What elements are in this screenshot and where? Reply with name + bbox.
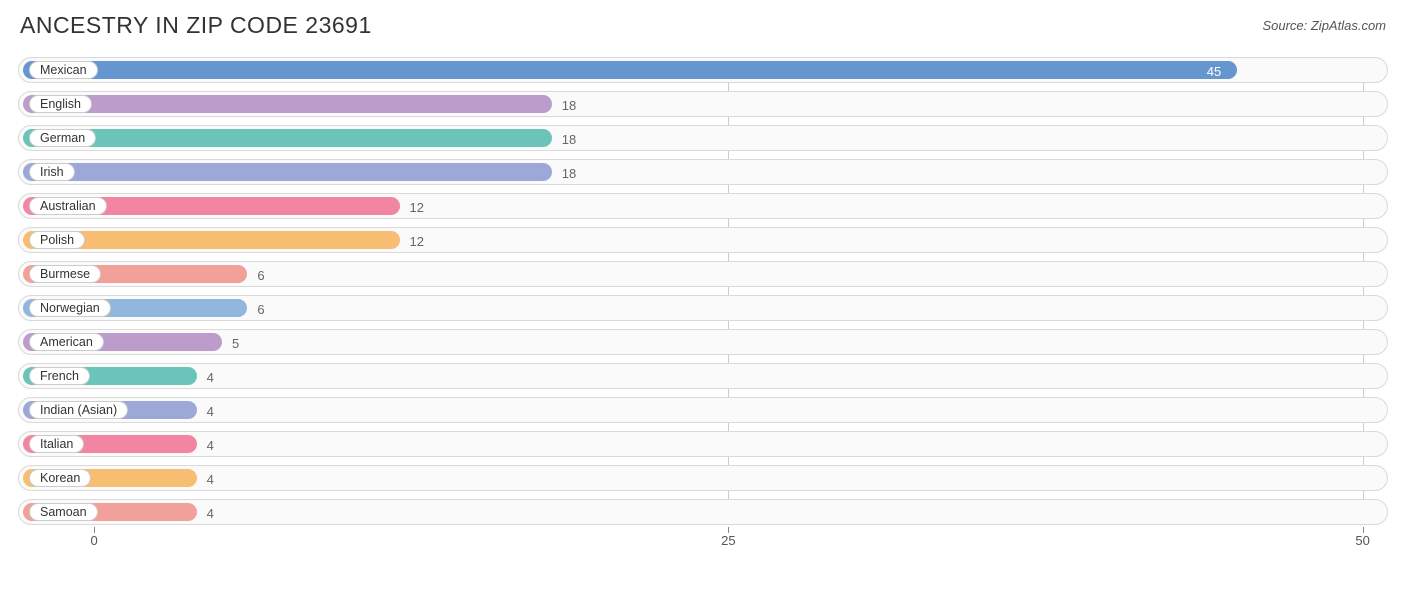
bar-value: 45	[1207, 58, 1221, 84]
bar-label: Australian	[29, 197, 107, 215]
bar-value: 12	[410, 228, 424, 254]
bar-row: German 18	[18, 125, 1388, 151]
bar-fill	[23, 61, 1237, 79]
bar-row: Italian 4	[18, 431, 1388, 457]
axis-tick-label: 0	[90, 533, 97, 548]
bars-container: Mexican45English18German18Irish18Austral…	[18, 57, 1388, 525]
bar-value: 18	[562, 92, 576, 118]
bar-row: Korean 4	[18, 465, 1388, 491]
bar-row: American 5	[18, 329, 1388, 355]
bar-value: 6	[257, 296, 264, 322]
bar-value: 12	[410, 194, 424, 220]
bar-label: French	[29, 367, 90, 385]
bar-label: Mexican	[29, 61, 98, 79]
bar-label: Polish	[29, 231, 85, 249]
axis-tick-label: 25	[721, 533, 735, 548]
bar-label: Samoan	[29, 503, 98, 521]
chart-header: ANCESTRY IN ZIP CODE 23691 Source: ZipAt…	[0, 0, 1406, 47]
bar-row: Burmese 6	[18, 261, 1388, 287]
bar-label: Burmese	[29, 265, 101, 283]
bar-value: 4	[207, 500, 214, 526]
bar-row: Polish 12	[18, 227, 1388, 253]
bar-row: French 4	[18, 363, 1388, 389]
bar-label: Irish	[29, 163, 75, 181]
chart-title: ANCESTRY IN ZIP CODE 23691	[20, 12, 372, 39]
bar-value: 5	[232, 330, 239, 356]
bar-row: English 18	[18, 91, 1388, 117]
bar-label: Indian (Asian)	[29, 401, 128, 419]
bar-value: 6	[257, 262, 264, 288]
x-axis: 0 25 50	[18, 527, 1388, 555]
bar-value: 18	[562, 160, 576, 186]
bar-value: 4	[207, 398, 214, 424]
bar-label: Norwegian	[29, 299, 111, 317]
bar-label: American	[29, 333, 104, 351]
bar-label: English	[29, 95, 92, 113]
bar-label: Korean	[29, 469, 91, 487]
bar-fill	[23, 163, 552, 181]
bar-row: Indian (Asian) 4	[18, 397, 1388, 423]
bar-value: 18	[562, 126, 576, 152]
bar-row: Australian 12	[18, 193, 1388, 219]
bar-label: German	[29, 129, 96, 147]
bar-row: Irish 18	[18, 159, 1388, 185]
bar-value: 4	[207, 364, 214, 390]
bar-value: 4	[207, 466, 214, 492]
bar-row: Mexican 45	[18, 57, 1388, 83]
chart-area: Mexican45English18German18Irish18Austral…	[0, 47, 1406, 555]
bar-value: 4	[207, 432, 214, 458]
axis-tick-label: 50	[1355, 533, 1369, 548]
bar-fill	[23, 129, 552, 147]
chart-source: Source: ZipAtlas.com	[1262, 18, 1386, 33]
bar-label: Italian	[29, 435, 84, 453]
bar-row: Norwegian 6	[18, 295, 1388, 321]
bar-fill	[23, 95, 552, 113]
bar-row: Samoan 4	[18, 499, 1388, 525]
